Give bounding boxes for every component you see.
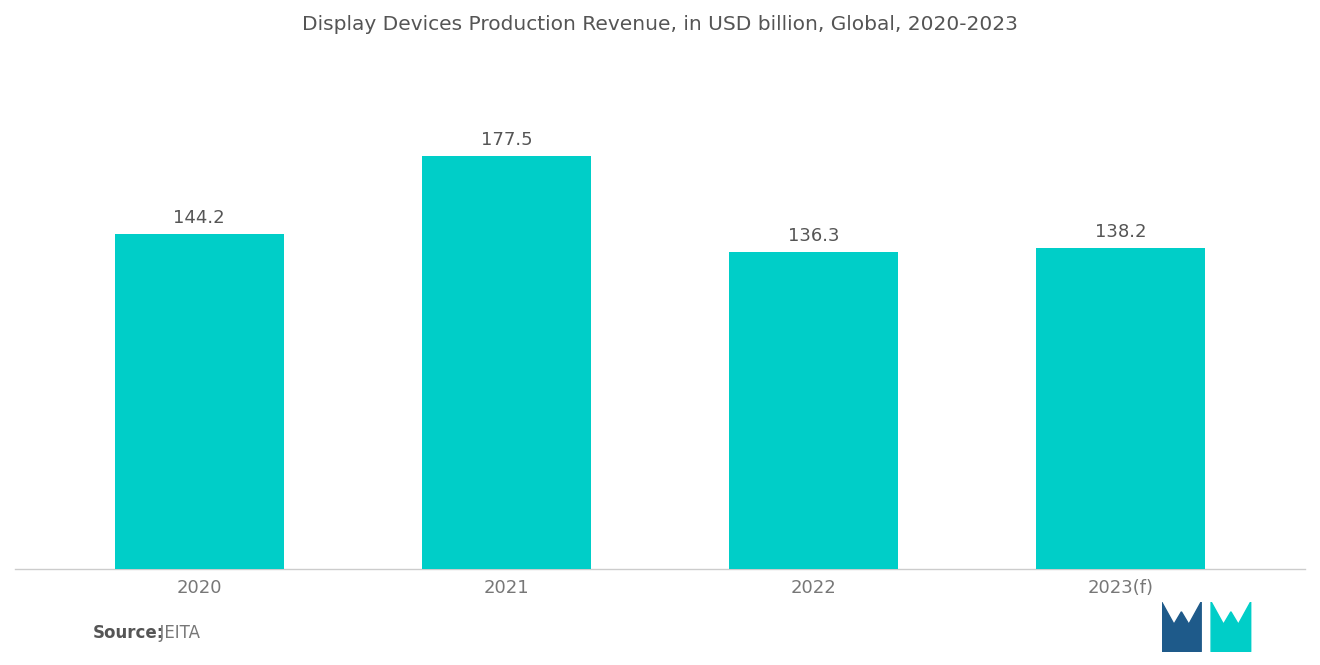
Polygon shape: [1212, 602, 1250, 652]
Text: 138.2: 138.2: [1096, 223, 1147, 241]
Bar: [422, 156, 591, 569]
Text: 144.2: 144.2: [173, 209, 226, 227]
Text: Source:: Source:: [92, 624, 164, 642]
Bar: [1036, 247, 1205, 569]
Title: Display Devices Production Revenue, in USD billion, Global, 2020-2023: Display Devices Production Revenue, in U…: [302, 15, 1018, 34]
Bar: [729, 252, 898, 569]
Text: JEITA: JEITA: [149, 624, 201, 642]
Text: 136.3: 136.3: [788, 227, 840, 245]
Text: 177.5: 177.5: [480, 131, 532, 149]
Polygon shape: [1162, 602, 1201, 652]
Bar: [115, 233, 284, 569]
